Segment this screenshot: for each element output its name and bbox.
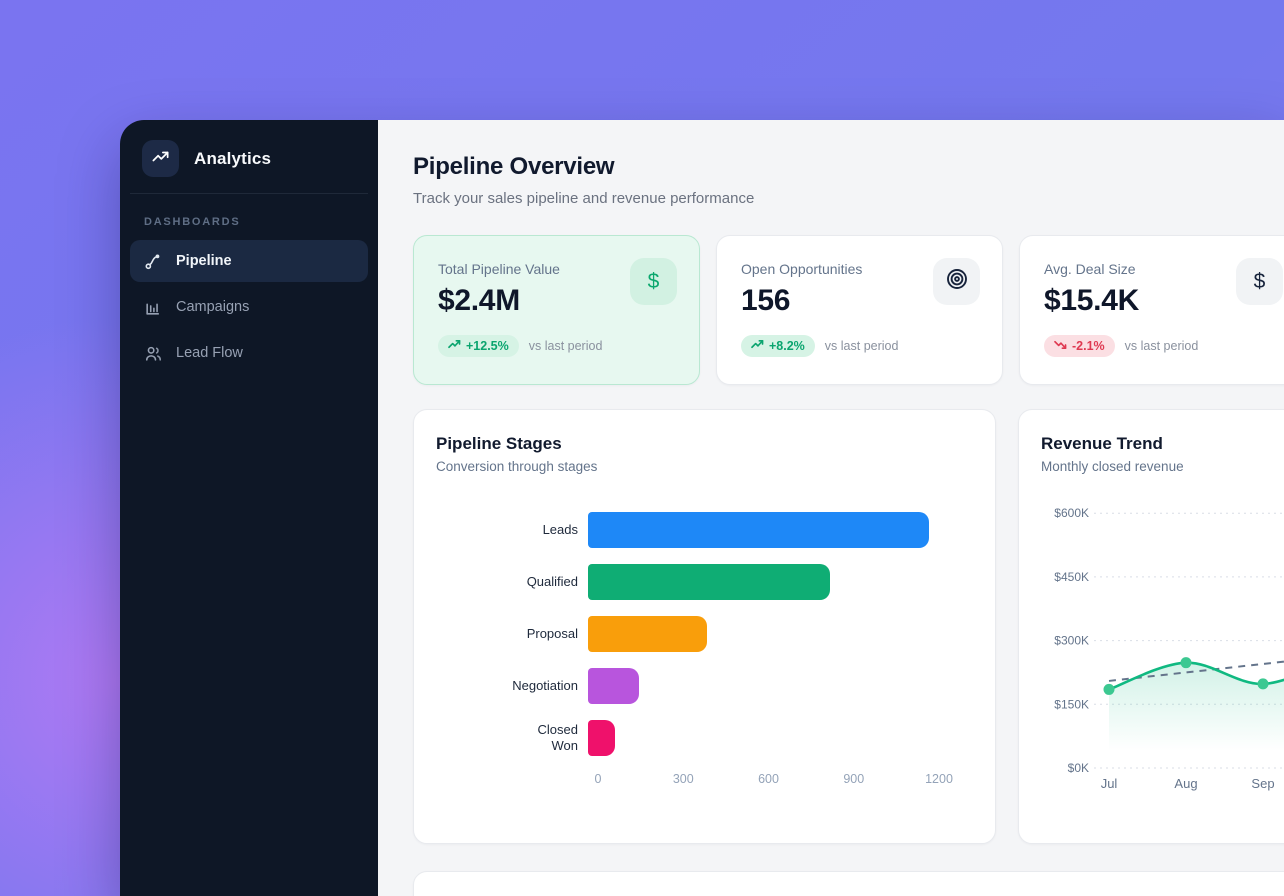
sidebar-item-lead-flow[interactable]: Lead Flow — [130, 332, 368, 374]
pipeline-stages-x-axis: 0 300 600 900 1200 — [594, 772, 973, 794]
users-icon — [144, 344, 163, 363]
kpi-icon-tile: $ — [1236, 258, 1283, 305]
kpi-label: Total Pipeline Value — [438, 261, 560, 277]
bar-track — [588, 564, 973, 600]
page-title: Pipeline Overview — [413, 153, 615, 180]
revenue-trend-plot[interactable]: $600K$450K$300K$150K$0KJulAugSepOct — [1041, 496, 1284, 801]
bar[interactable] — [588, 564, 830, 600]
x-tick-label: 1200 — [925, 772, 953, 786]
bar-track — [588, 668, 973, 704]
bar-category-label: Qualified — [526, 573, 578, 589]
charts-row: Pipeline Stages Conversion through stage… — [413, 409, 1284, 844]
kpi-card-open-opportunities: Open Opportunities 156 +8.2% vs last per… — [716, 235, 1003, 385]
kpi-row: Total Pipeline Value $2.4M +12.5% vs las… — [413, 235, 1284, 385]
kpi-compare-label: vs last period — [1124, 339, 1199, 353]
kpi-icon-tile: $ — [630, 258, 677, 305]
x-tick-label: Jul — [1101, 776, 1118, 791]
kpi-change-badge: +12.5% — [438, 335, 519, 357]
bar[interactable] — [588, 668, 640, 704]
kpi-icon-tile — [933, 258, 980, 305]
sidebar-item-label: Pipeline — [176, 253, 232, 269]
kpi-change-badge: -2.1% — [1044, 335, 1115, 357]
sidebar-item-pipeline[interactable]: Pipeline — [130, 240, 368, 282]
x-tick-label: Aug — [1174, 776, 1197, 791]
data-point[interactable] — [1180, 657, 1192, 669]
trending-up-icon — [151, 147, 170, 171]
bar-category-label: Leads — [542, 521, 578, 537]
dollar-sign-icon: $ — [647, 269, 660, 293]
app-logo — [142, 140, 179, 177]
kpi-label: Open Opportunities — [741, 261, 863, 277]
pipeline-stages-card: Pipeline Stages Conversion through stage… — [413, 409, 996, 844]
area-fill — [1109, 662, 1284, 768]
pipeline-icon — [144, 252, 163, 271]
x-tick-label: 0 — [594, 772, 602, 786]
app-window: Analytics DASHBOARDS Pipeline C — [120, 120, 1284, 896]
additional-card-partial — [413, 871, 1284, 896]
bar[interactable] — [588, 720, 615, 756]
x-tick-label: 900 — [843, 772, 865, 786]
y-tick-label: $450K — [1054, 570, 1089, 584]
bar-row: Negotiation — [436, 660, 973, 712]
kpi-compare-label: vs last period — [824, 339, 899, 353]
bar-row: Proposal — [436, 608, 973, 660]
sidebar-section-label: DASHBOARDS — [144, 216, 241, 228]
chart-title: Pipeline Stages — [436, 434, 562, 453]
data-point[interactable] — [1103, 683, 1115, 695]
bar-row: Qualified — [436, 556, 973, 608]
x-tick-label: 600 — [758, 772, 779, 786]
brand-name: Analytics — [194, 148, 272, 168]
bar-category-label: Negotiation — [512, 677, 578, 693]
sidebar-item-label: Campaigns — [176, 299, 250, 315]
bar-category-label: Closed Won — [537, 721, 578, 753]
x-tick-label: 300 — [672, 772, 694, 786]
sidebar-item-campaigns[interactable]: Campaigns — [130, 286, 368, 328]
trending-down-icon — [1054, 339, 1067, 353]
kpi-value: 156 — [741, 284, 791, 317]
y-tick-label: $0K — [1068, 761, 1089, 775]
sidebar-item-label: Lead Flow — [176, 345, 243, 361]
bar-chart-icon — [144, 298, 163, 317]
bar-row: Leads — [436, 504, 973, 556]
kpi-value: $15.4K — [1044, 284, 1139, 317]
trending-up-icon — [448, 339, 461, 353]
x-tick-label: Sep — [1251, 776, 1274, 791]
bar[interactable] — [588, 512, 929, 548]
bar[interactable] — [588, 616, 708, 652]
bar-track — [588, 720, 973, 756]
trending-up-icon — [751, 339, 764, 353]
pipeline-stages-rows: Leads Qualified Proposal Negotiation Closed … — [436, 504, 973, 764]
chart-subtitle: Conversion through stages — [436, 459, 598, 474]
kpi-value: $2.4M — [438, 284, 520, 317]
y-tick-label: $150K — [1054, 697, 1089, 711]
y-tick-label: $300K — [1054, 634, 1089, 648]
data-point[interactable] — [1257, 678, 1269, 690]
sidebar: Analytics DASHBOARDS Pipeline C — [120, 120, 378, 896]
kpi-label: Avg. Deal Size — [1044, 261, 1136, 277]
chart-subtitle: Monthly closed revenue — [1041, 459, 1184, 474]
dollar-sign-icon: $ — [1253, 269, 1266, 293]
sidebar-header: Analytics — [130, 132, 368, 194]
kpi-change-badge: +8.2% — [741, 335, 815, 357]
bar-track — [588, 616, 973, 652]
actual-line — [1107, 661, 1284, 691]
chart-title: Revenue Trend — [1041, 434, 1163, 453]
kpi-compare-label: vs last period — [528, 339, 603, 353]
main-content: Pipeline Overview Track your sales pipel… — [378, 120, 1284, 896]
kpi-card-avg-deal-size: Avg. Deal Size $15.4K -2.1% vs last peri… — [1019, 235, 1284, 385]
bar-row: Closed Won — [436, 712, 973, 764]
bar-category-label: Proposal — [526, 625, 578, 641]
target-icon — [945, 267, 969, 296]
revenue-trend-svg: $600K$450K$300K$150K$0KJulAugSepOct — [1054, 506, 1284, 791]
bar-track — [588, 512, 973, 548]
kpi-card-total-pipeline-value: Total Pipeline Value $2.4M +12.5% vs las… — [413, 235, 700, 385]
page-subtitle: Track your sales pipeline and revenue pe… — [413, 190, 755, 207]
revenue-trend-card: Revenue Trend Monthly closed revenue $60… — [1018, 409, 1284, 844]
y-tick-label: $600K — [1054, 506, 1089, 520]
